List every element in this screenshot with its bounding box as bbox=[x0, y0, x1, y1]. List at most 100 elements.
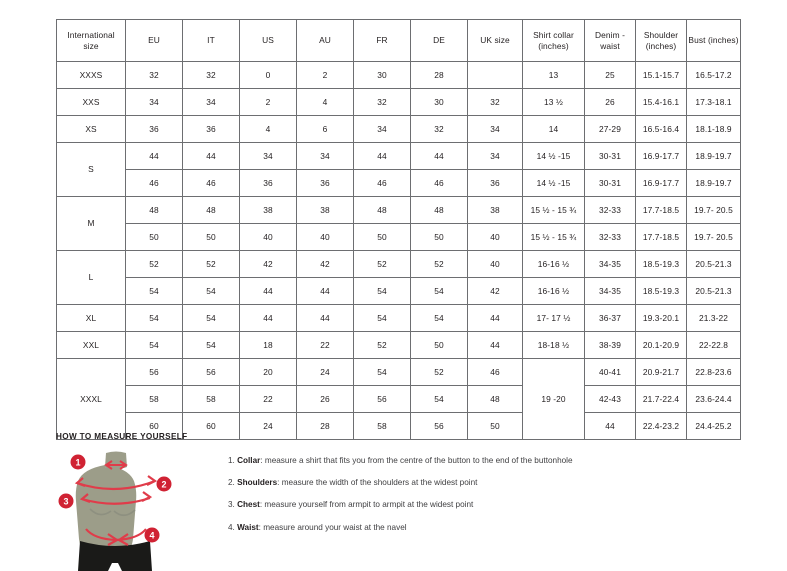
table-cell: 27-29 bbox=[584, 115, 636, 143]
table-cell: 22.8-23.6 bbox=[686, 358, 741, 386]
table-cell: 40 bbox=[239, 223, 297, 251]
table-cell: 40 bbox=[467, 250, 523, 278]
table-cell: 36 bbox=[467, 169, 523, 197]
table-cell: 13 ½ bbox=[522, 88, 585, 116]
table-cell: 20.5-21.3 bbox=[686, 250, 741, 278]
instruction-text: : measure a shirt that fits you from the… bbox=[260, 456, 573, 465]
header-line: EU bbox=[148, 35, 160, 46]
table-cell: 40 bbox=[296, 223, 354, 251]
table-cell: 54 bbox=[353, 304, 411, 332]
table-cell: 2 bbox=[239, 88, 297, 116]
table-cell: 58 bbox=[182, 385, 240, 413]
measure-instruction-4: 4. Waist: measure around your waist at t… bbox=[228, 522, 573, 532]
header-row: International size EU IT US AU FR DE UK size Shir… bbox=[56, 19, 741, 62]
table-cell: 46 bbox=[467, 358, 523, 386]
size-label-cell: XXXS bbox=[56, 61, 126, 89]
table-cell: 23.6-24.4 bbox=[686, 385, 741, 413]
column-header-uk-size: UK size bbox=[467, 19, 523, 62]
table-row: S 44 44 34 34 44 44 34 14 ½ -15 30-31 16.9-17.7 18.… bbox=[56, 142, 741, 197]
column-header-it: IT bbox=[182, 19, 240, 62]
table-cell: 54 bbox=[353, 358, 411, 386]
size-label-cell: XXL bbox=[56, 331, 126, 359]
instruction-term: Collar bbox=[237, 456, 261, 465]
header-line: Shoulder bbox=[643, 30, 679, 40]
table-cell: 32-33 bbox=[584, 196, 636, 224]
table-cell: 22 bbox=[239, 385, 297, 413]
table-cell: 36 bbox=[125, 115, 183, 143]
size-label-cell: L bbox=[56, 250, 126, 305]
table-cell: 0 bbox=[239, 61, 297, 89]
shoulders-arrow-right bbox=[146, 475, 158, 486]
instruction-number: 2. bbox=[228, 478, 238, 488]
table-row: XXXS 32 32 0 2 30 28 13 25 15.1-15.7 16.5-17.2 bbox=[56, 61, 741, 89]
table-cell: 56 bbox=[410, 412, 468, 440]
table-cell: 18.5-19.3 bbox=[635, 277, 687, 305]
shoulders-arrow-left bbox=[74, 477, 86, 488]
table-cell: 44 bbox=[467, 331, 523, 359]
collar-arrow-left bbox=[104, 460, 113, 470]
table-cell: 36 bbox=[182, 115, 240, 143]
table-cell: 54 bbox=[182, 331, 240, 359]
column-header-eu: EU bbox=[125, 19, 183, 62]
table-cell: 36 bbox=[239, 169, 297, 197]
marker-4-label: 4 bbox=[149, 531, 154, 541]
table-cell: 32 bbox=[182, 61, 240, 89]
torso-diagram: 1 2 3 4 bbox=[56, 449, 176, 571]
table-cell: 38 bbox=[239, 196, 297, 224]
table-cell: 44 bbox=[239, 304, 297, 332]
table-cell: 52 bbox=[182, 250, 240, 278]
table-cell: 20.1-20.9 bbox=[635, 331, 687, 359]
instruction-text: : measure the width of the shoulders at … bbox=[277, 478, 478, 488]
table-cell: 42 bbox=[296, 250, 354, 278]
table-cell: 13 bbox=[522, 61, 585, 89]
table-cell: 40-41 bbox=[584, 358, 636, 386]
table-cell: 19.7- 20.5 bbox=[686, 223, 741, 251]
table-row: 46 46 36 36 46 46 36 14 ½ -15 30-31 16.9-17.7 18.9… bbox=[57, 169, 741, 197]
table-cell: 30-31 bbox=[584, 142, 636, 170]
table-cell: 15 ½ - 15 ¾ bbox=[522, 223, 585, 251]
table-cell: 56 bbox=[353, 385, 411, 413]
table-cell: 24.4-25.2 bbox=[686, 412, 741, 440]
table-cell: 50 bbox=[410, 223, 468, 251]
table-cell: 52 bbox=[410, 250, 468, 278]
table-cell: 44 bbox=[125, 142, 183, 170]
marker-1: 1 bbox=[70, 454, 86, 470]
table-cell: 16-16 ½ bbox=[522, 250, 585, 278]
table-cell: 44 bbox=[410, 142, 468, 170]
header-line: AU bbox=[319, 35, 331, 46]
table-cell: 17.7-18.5 bbox=[635, 223, 687, 251]
table-cell: 42 bbox=[239, 250, 297, 278]
table-row: XS 36 36 4 6 34 32 34 14 27-29 16.5-16.4 18.1-18.9 bbox=[56, 115, 741, 143]
table-cell: 21.7-22.4 bbox=[635, 385, 687, 413]
table-cell: 48 bbox=[182, 196, 240, 224]
table-cell: 50 bbox=[353, 223, 411, 251]
table-cell: 48 bbox=[467, 385, 523, 413]
table-cell: 54 bbox=[125, 304, 183, 332]
column-header-de: DE bbox=[410, 19, 468, 62]
table-cell: 26 bbox=[584, 88, 636, 116]
table-cell: 38 bbox=[467, 196, 523, 224]
table-cell: 54 bbox=[125, 277, 183, 305]
table-cell: 34-35 bbox=[584, 277, 636, 305]
table-cell: 4 bbox=[239, 115, 297, 143]
table-cell: 58 bbox=[353, 412, 411, 440]
table-cell: 22 bbox=[296, 331, 354, 359]
table-cell: 56 bbox=[182, 358, 240, 386]
table-cell: 6 bbox=[296, 115, 354, 143]
table-cell: 16.9-17.7 bbox=[635, 169, 687, 197]
table-cell: 30 bbox=[410, 88, 468, 116]
marker-3-label: 3 bbox=[63, 497, 68, 507]
column-header-denim-waist: Denim - waist bbox=[584, 19, 636, 62]
table-cell: 56 bbox=[125, 358, 183, 386]
marker-1-label: 1 bbox=[75, 458, 80, 468]
table-cell: 46 bbox=[125, 169, 183, 197]
how-to-measure-title: HOW TO MEASURE YOURSELF bbox=[56, 432, 188, 441]
table-cell: 22-22.8 bbox=[686, 331, 741, 359]
header-line: Shirt collar bbox=[533, 30, 574, 40]
table-cell: 20 bbox=[239, 358, 297, 386]
table-row: XXS 34 34 2 4 32 30 32 13 ½ 26 15.4-16.1 17.3-18.1 bbox=[56, 88, 741, 116]
table-cell: 50 bbox=[410, 331, 468, 359]
size-chart-container: International size EU IT US AU FR DE UK size Shir… bbox=[56, 19, 741, 440]
instruction-term: Waist bbox=[237, 522, 259, 532]
table-cell: 50 bbox=[467, 412, 523, 440]
